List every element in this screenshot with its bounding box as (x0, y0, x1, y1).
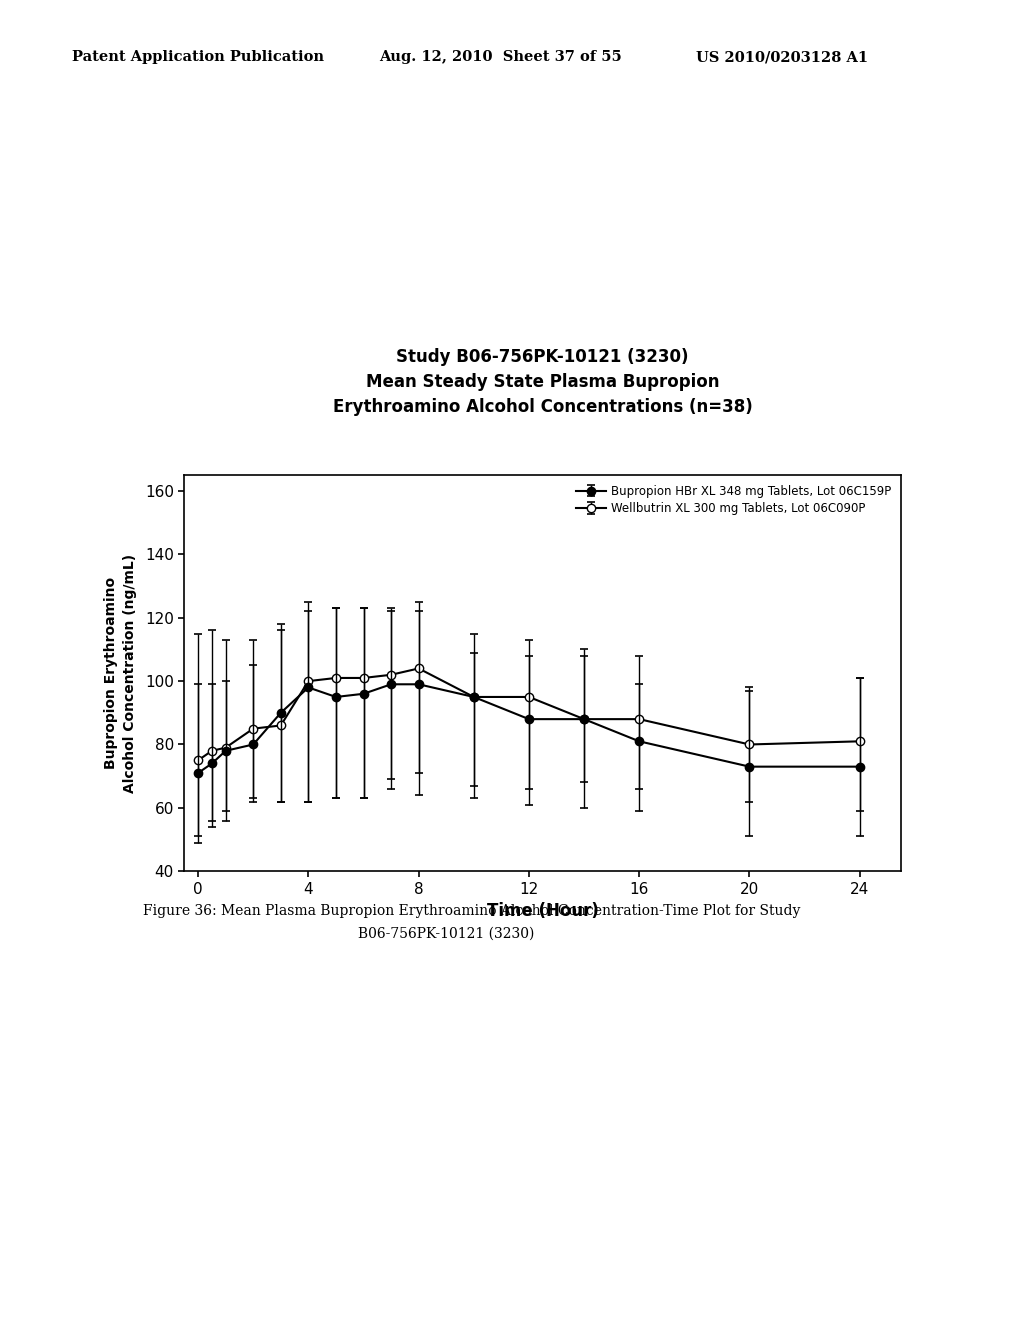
Text: Patent Application Publication: Patent Application Publication (72, 50, 324, 65)
Text: Study B06-756PK-10121 (3230)
Mean Steady State Plasma Bupropion
Erythroamino Alc: Study B06-756PK-10121 (3230) Mean Steady… (333, 347, 753, 416)
X-axis label: Time (Hour): Time (Hour) (486, 902, 599, 920)
Legend: Bupropion HBr XL 348 mg Tablets, Lot 06C159P, Wellbutrin XL 300 mg Tablets, Lot : Bupropion HBr XL 348 mg Tablets, Lot 06C… (572, 480, 895, 519)
Text: Figure 36: Mean Plasma Bupropion Erythroamino Alcohol Concentration-Time Plot fo: Figure 36: Mean Plasma Bupropion Erythro… (143, 904, 801, 919)
Text: US 2010/0203128 A1: US 2010/0203128 A1 (696, 50, 868, 65)
Text: Aug. 12, 2010  Sheet 37 of 55: Aug. 12, 2010 Sheet 37 of 55 (379, 50, 622, 65)
Y-axis label: Bupropion Erythroamino
Alcohol Concentration (ng/mL): Bupropion Erythroamino Alcohol Concentra… (104, 553, 136, 793)
Text: B06-756PK-10121 (3230): B06-756PK-10121 (3230) (358, 927, 535, 941)
